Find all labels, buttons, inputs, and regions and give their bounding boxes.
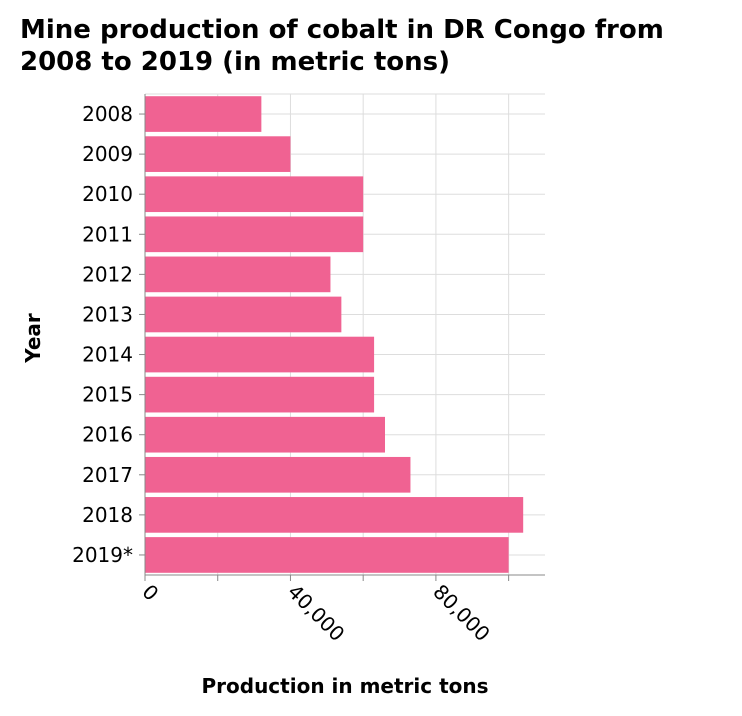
bar-2010: [145, 176, 364, 213]
bar-2011: [145, 216, 364, 253]
y-tick-label: 2008: [82, 102, 133, 126]
bar-2019: [145, 537, 509, 573]
y-tick-label: 2010: [82, 182, 133, 206]
bar-2013: [145, 296, 342, 333]
y-axis-label: Year: [21, 313, 45, 364]
y-tick-label: 2016: [82, 423, 133, 447]
x-tick-label: 0: [137, 580, 163, 606]
bar-2012: [145, 256, 331, 293]
bars: [145, 96, 524, 573]
chart-title: Mine production of cobalt in DR Congo fr…: [20, 15, 664, 77]
x-tick-label: 40,000: [283, 580, 349, 646]
bar-2009: [145, 136, 291, 172]
bar-2015: [145, 376, 375, 413]
x-tick-label: 80,000: [428, 580, 494, 646]
y-tick-label: 2015: [82, 383, 133, 407]
bar-2018: [145, 497, 524, 533]
x-axis-label: Production in metric tons: [201, 674, 488, 698]
y-tick-label: 2012: [82, 262, 133, 286]
bar-2014: [145, 336, 375, 373]
bar-2016: [145, 416, 385, 453]
bar-2017: [145, 456, 411, 493]
y-tick-label: 2009: [82, 142, 133, 166]
y-tick-label: 2018: [82, 503, 133, 527]
y-tick-label: 2013: [82, 302, 133, 326]
y-tick-label: 2019*: [72, 543, 133, 567]
y-tick-label: 2014: [82, 343, 133, 367]
y-tick-label: 2011: [82, 222, 133, 246]
bar-2008: [145, 96, 262, 132]
y-tick-label: 2017: [82, 463, 133, 487]
